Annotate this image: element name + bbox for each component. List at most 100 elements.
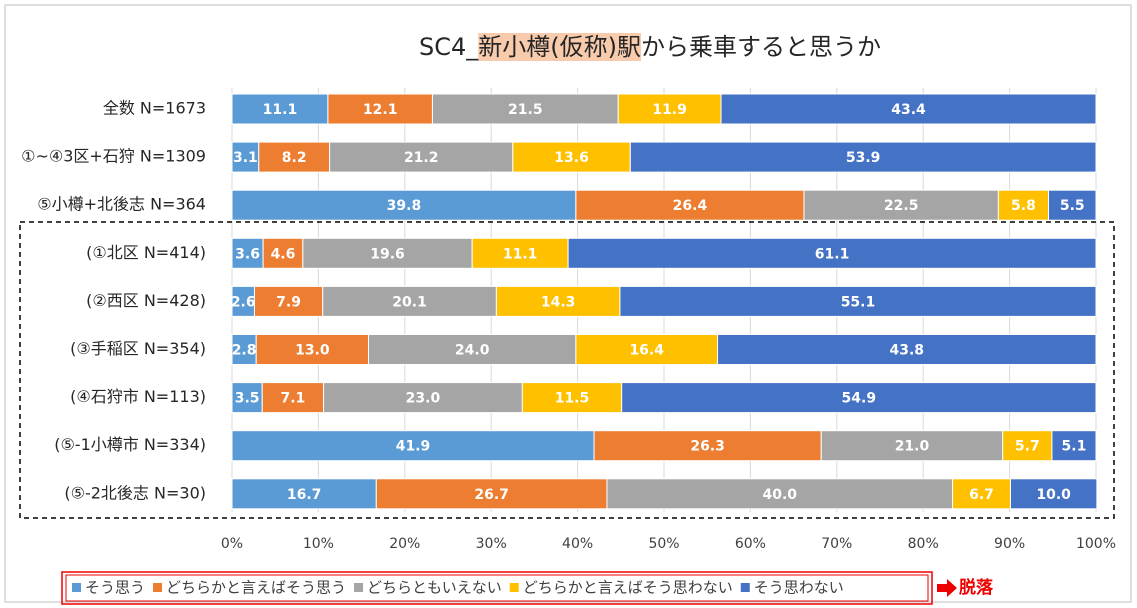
x-tick-label: 50% (648, 536, 679, 552)
legend-swatch (72, 583, 81, 592)
data-label: 4.6 (271, 246, 296, 262)
bar-segment (231, 237, 264, 269)
legend-label: そう思う (85, 579, 145, 597)
bar-segment (253, 285, 324, 317)
bar-segment (803, 189, 999, 221)
annotation: 脱落 (959, 577, 994, 598)
bar-segment (1009, 478, 1098, 510)
data-label: 11.9 (652, 102, 687, 118)
data-label: 43.4 (891, 102, 926, 118)
x-tick-label: 100% (1076, 536, 1116, 552)
bar-segment (323, 382, 523, 414)
data-label: 5.1 (1062, 439, 1087, 455)
data-label: 20.1 (392, 294, 427, 310)
x-tick-label: 0% (221, 536, 243, 552)
data-label: 19.6 (370, 246, 405, 262)
legend-box (61, 571, 933, 605)
legend-label: そう思わない (754, 579, 844, 597)
bar-segment (495, 285, 621, 317)
data-label: 24.0 (455, 343, 490, 359)
data-label: 22.5 (884, 198, 919, 214)
x-tick-label: 40% (562, 536, 593, 552)
data-label: 3.5 (235, 391, 260, 407)
bar-segment (1047, 189, 1097, 221)
bar-segment (231, 478, 377, 510)
x-tick-label: 10% (303, 536, 334, 552)
legend-label: どちらともいえない (367, 579, 502, 597)
legend-label: どちらかと言えばそう思う (166, 579, 346, 597)
data-label: 8.2 (282, 150, 307, 166)
x-tick-label: 20% (389, 536, 420, 552)
bar-segment (629, 141, 1097, 173)
y-tick-label: 全数 N=1673 (103, 99, 206, 118)
bar-segment (322, 285, 497, 317)
data-label: 55.1 (841, 294, 876, 310)
bar-segment (375, 478, 608, 510)
data-label: 11.1 (503, 246, 538, 262)
data-label: 16.7 (287, 487, 322, 503)
bar-segment (261, 382, 325, 414)
data-label: 7.9 (276, 294, 301, 310)
y-tick-label: (⑤-2北後志 N=30) (64, 483, 206, 502)
y-tick-label: (④石狩市 N=113) (70, 387, 206, 406)
bar-segment (255, 334, 370, 365)
data-label: 3.1 (233, 150, 258, 166)
chart-title: SC4_新小樽(仮称)駅から乗車すると思うか (419, 33, 881, 61)
data-label: 40.0 (763, 487, 798, 503)
data-label: 26.4 (673, 198, 708, 214)
bar-segment (1002, 430, 1053, 462)
title-highlight (478, 33, 641, 61)
legend-swatch (354, 583, 364, 592)
data-label: 61.1 (815, 246, 850, 262)
bar-segment (619, 285, 1097, 317)
bar-segment (1051, 430, 1097, 462)
data-label: 11.5 (555, 391, 590, 407)
bar-segment (512, 141, 631, 173)
data-label: 5.7 (1015, 439, 1040, 455)
bar-segment (521, 382, 623, 414)
data-label: 13.6 (554, 150, 589, 166)
data-label: 5.5 (1060, 198, 1085, 214)
bar-segment (567, 237, 1097, 269)
data-label: 12.1 (363, 102, 398, 118)
legend-box-inner (65, 574, 929, 602)
bar-segment (820, 430, 1004, 462)
bar-segment (231, 334, 257, 365)
bar-segment (327, 93, 433, 125)
bar-segment (258, 141, 331, 173)
data-label: 5.8 (1011, 198, 1036, 214)
data-label: 2.8 (232, 343, 257, 359)
y-tick-label: (②西区 N=428) (86, 291, 206, 310)
data-label: 39.8 (387, 198, 422, 214)
data-label: 10.0 (1036, 487, 1071, 503)
data-label: 23.0 (406, 391, 441, 407)
bar-segment (621, 382, 1097, 414)
data-label: 3.6 (235, 246, 260, 262)
x-tick-label: 80% (908, 536, 939, 552)
data-label: 2.6 (231, 294, 256, 310)
bar-segment (593, 430, 822, 462)
data-label: 6.7 (969, 487, 994, 503)
bar-segment (231, 189, 577, 221)
legend-swatch (740, 583, 750, 592)
bar-segment (717, 334, 1097, 365)
data-label: 14.3 (541, 294, 576, 310)
data-label: 26.7 (474, 487, 509, 503)
y-tick-label: ⑤小樽+北後志 N=364 (37, 195, 206, 214)
data-label: 7.1 (281, 391, 306, 407)
arrow (937, 579, 957, 597)
bar-segment (952, 478, 1011, 510)
data-label: 53.9 (846, 150, 881, 166)
x-tick-label: 30% (476, 536, 507, 552)
bar-segment (575, 334, 719, 365)
data-label: 21.2 (404, 150, 439, 166)
bar-segment (231, 430, 595, 462)
bar-segment (262, 237, 304, 269)
bar-segment (720, 93, 1097, 125)
bar-segment (231, 141, 260, 173)
bar-segment (575, 189, 805, 221)
y-tick-label: ①~④3区+石狩 N=1309 (21, 147, 206, 166)
data-label: 11.1 (263, 102, 298, 118)
bar-segment (471, 237, 569, 269)
data-label: 26.3 (690, 439, 725, 455)
